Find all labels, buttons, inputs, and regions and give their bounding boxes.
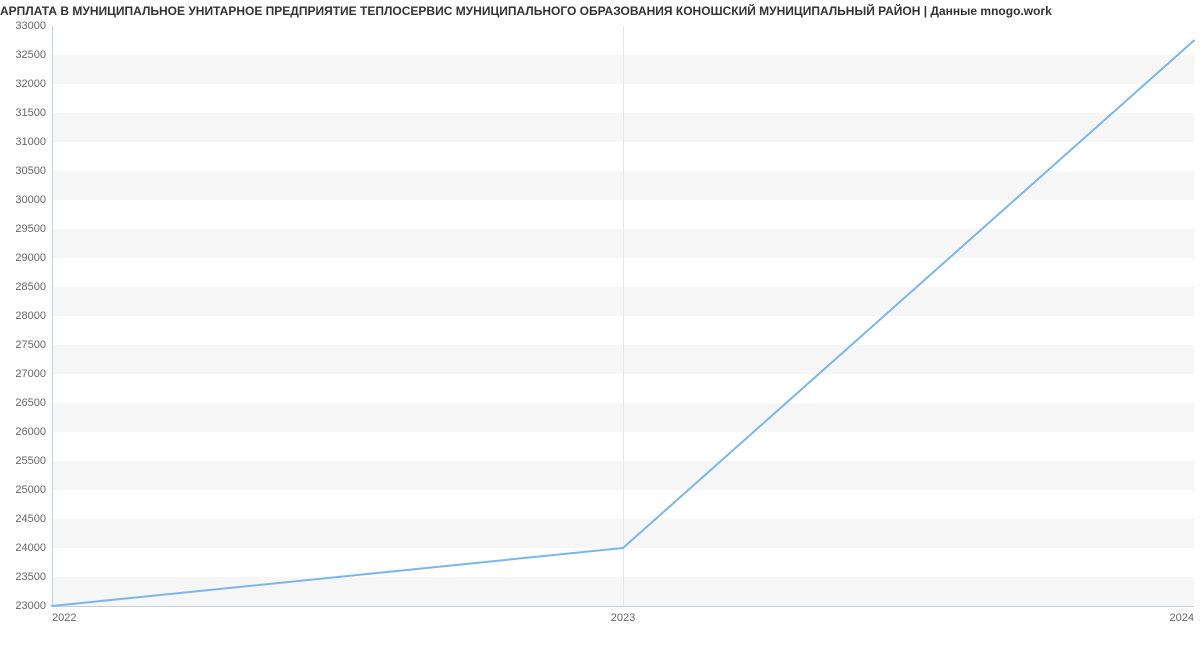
chart-plot-area: 2300023500240002450025000255002600026500… [52,26,1194,606]
chart-title: АРПЛАТА В МУНИЦИПАЛЬНОЕ УНИТАРНОЕ ПРЕДПР… [0,4,1200,18]
y-tick-label: 30500 [15,165,52,177]
line-series-layer [52,26,1194,606]
x-tick-label: 2022 [52,606,76,624]
y-tick-label: 25000 [15,484,52,496]
y-tick-label: 30000 [15,194,52,206]
y-tick-label: 24000 [15,542,52,554]
y-tick-label: 31500 [15,107,52,119]
x-tick-label: 2024 [1170,606,1194,624]
y-tick-label: 23500 [15,571,52,583]
x-tick-label: 2023 [611,606,635,624]
y-tick-label: 23000 [15,600,52,612]
y-tick-label: 33000 [15,20,52,32]
y-tick-label: 28500 [15,281,52,293]
y-tick-label: 27500 [15,339,52,351]
y-tick-label: 32500 [15,49,52,61]
y-tick-label: 29500 [15,223,52,235]
y-tick-label: 32000 [15,78,52,90]
y-tick-label: 26500 [15,397,52,409]
y-tick-label: 26000 [15,426,52,438]
y-tick-label: 29000 [15,252,52,264]
y-tick-label: 31000 [15,136,52,148]
salary-line [52,41,1194,607]
y-tick-label: 24500 [15,513,52,525]
y-tick-label: 25500 [15,455,52,467]
y-tick-label: 27000 [15,368,52,380]
y-tick-label: 28000 [15,310,52,322]
